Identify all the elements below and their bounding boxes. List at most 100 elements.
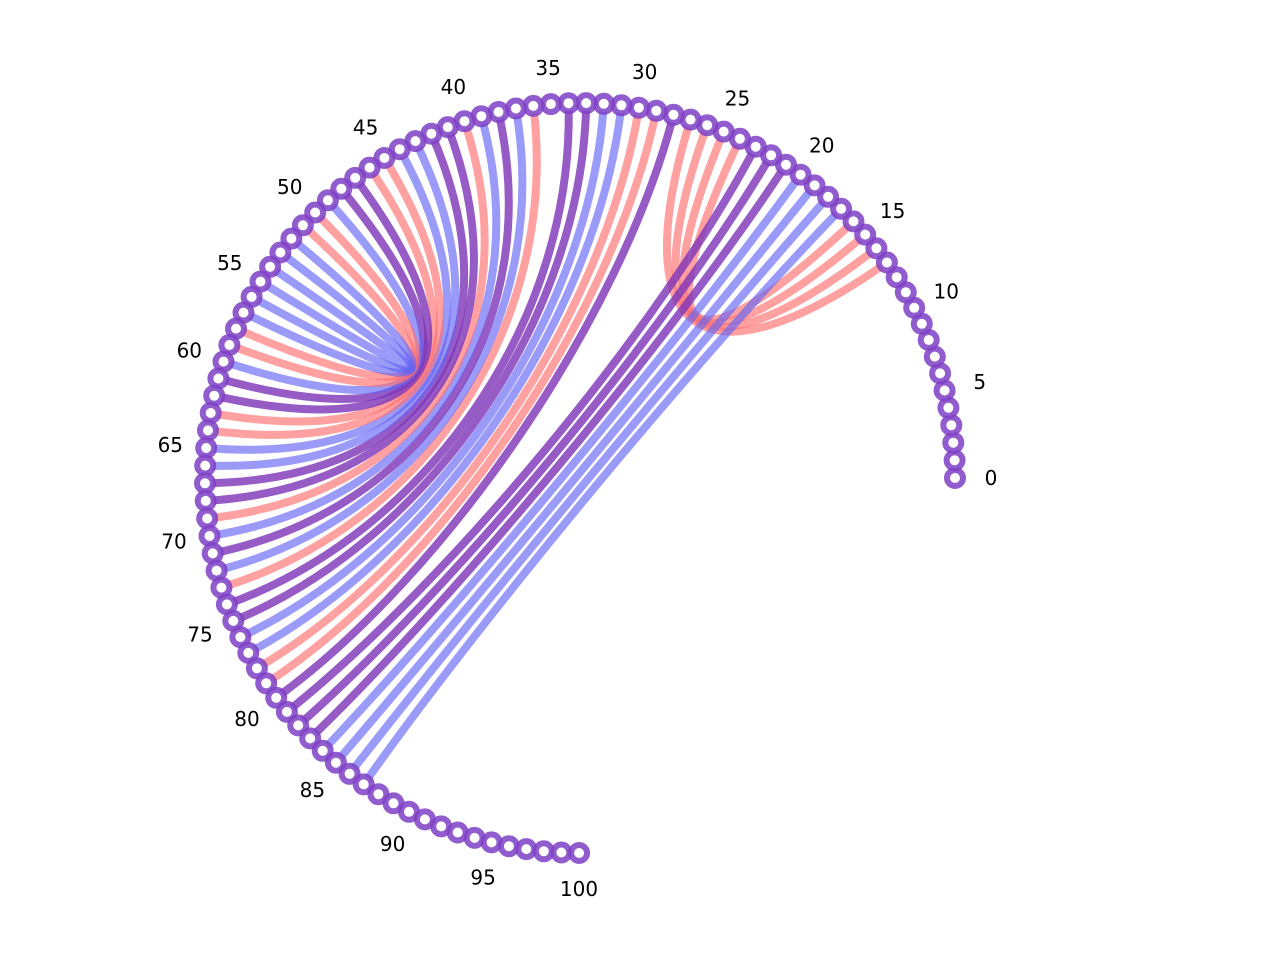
node-20 (789, 163, 812, 186)
node-43 (404, 130, 427, 153)
node-31 (610, 94, 633, 117)
link-37-72 (212, 104, 527, 575)
nodes-layer (194, 92, 966, 864)
node-73 (210, 576, 233, 599)
node-50 (304, 201, 327, 224)
node-30 (627, 96, 650, 119)
node-7 (923, 345, 946, 368)
node-52 (280, 227, 303, 250)
tick-label-65: 65 (158, 433, 183, 457)
node-4 (937, 396, 960, 419)
link-41-68 (201, 123, 478, 505)
node-19 (803, 174, 826, 197)
node-32 (592, 92, 615, 115)
node-95 (480, 831, 503, 854)
tick-label-95: 95 (470, 865, 495, 889)
link-34-74 (222, 99, 573, 609)
link-42-67 (201, 129, 469, 488)
node-53 (269, 241, 292, 264)
link-28-80 (272, 110, 678, 702)
tick-label-0: 0 (985, 466, 998, 490)
node-13 (875, 251, 898, 274)
node-85 (324, 751, 347, 774)
node-99 (550, 841, 573, 864)
node-16 (842, 210, 865, 233)
node-62 (203, 384, 226, 407)
tick-label-15: 15 (880, 199, 905, 223)
node-14 (865, 237, 888, 260)
node-94 (463, 826, 486, 849)
node-6 (929, 362, 952, 385)
node-15 (854, 223, 877, 246)
node-70 (198, 525, 221, 547)
node-55 (249, 270, 272, 293)
links-layer (201, 99, 891, 789)
tick-label-30: 30 (632, 60, 657, 84)
link-40-69 (203, 117, 489, 523)
link-38-71 (208, 108, 513, 558)
link-19-85 (331, 181, 819, 767)
node-26 (696, 114, 719, 137)
node-79 (255, 672, 278, 695)
tick-label-70: 70 (161, 530, 186, 554)
node-81 (275, 700, 298, 723)
node-21 (775, 153, 797, 176)
node-9 (910, 312, 933, 335)
tick-label-60: 60 (177, 338, 202, 362)
node-51 (291, 214, 314, 237)
node-17 (830, 197, 853, 220)
node-45 (373, 147, 396, 169)
tick-label-55: 55 (217, 251, 242, 275)
node-93 (446, 821, 469, 844)
tick-label-45: 45 (353, 115, 378, 139)
node-72 (205, 559, 228, 582)
tick-label-40: 40 (441, 75, 466, 99)
node-18 (817, 185, 840, 208)
tick-labels: 0 5 10 15 20 25 30 35 40 45 50 55 60 65 70 75 80 85 90 95 10… (158, 56, 998, 901)
node-49 (316, 189, 339, 212)
node-78 (245, 657, 268, 680)
link-20-84 (318, 170, 805, 755)
tick-label-35: 35 (535, 56, 560, 80)
node-68 (194, 489, 217, 512)
node-98 (532, 840, 555, 863)
node-39 (470, 105, 493, 128)
link-32-76 (236, 99, 608, 642)
node-22 (760, 144, 783, 167)
node-23 (744, 135, 767, 158)
node-36 (522, 94, 545, 117)
link-39-70 (205, 112, 501, 540)
tick-label-75: 75 (187, 623, 212, 647)
node-82 (287, 714, 310, 737)
node-76 (229, 626, 252, 649)
tick-label-5: 5 (973, 370, 986, 394)
link-29-79 (262, 106, 661, 688)
node-60 (212, 350, 235, 373)
link-30-78 (252, 103, 643, 673)
node-12 (885, 266, 908, 289)
node-84 (311, 739, 334, 762)
node-46 (358, 156, 381, 179)
node-64 (197, 419, 219, 442)
node-77 (237, 641, 260, 664)
node-89 (382, 792, 405, 815)
node-1 (943, 449, 966, 472)
node-83 (299, 727, 322, 750)
link-23-81 (282, 142, 760, 716)
link-54-55 (256, 262, 416, 373)
node-2 (942, 431, 965, 454)
node-38 (487, 101, 510, 123)
node-5 (933, 379, 956, 402)
node-100 (568, 842, 591, 864)
link-36-73 (217, 101, 541, 592)
tick-label-85: 85 (300, 778, 325, 802)
link-43-66 (201, 137, 460, 470)
link-21-83 (306, 160, 790, 743)
node-37 (504, 97, 527, 120)
node-29 (645, 99, 668, 122)
node-87 (352, 773, 375, 796)
node-40 (453, 110, 476, 133)
node-33 (575, 92, 598, 115)
link-33-75 (229, 99, 591, 625)
